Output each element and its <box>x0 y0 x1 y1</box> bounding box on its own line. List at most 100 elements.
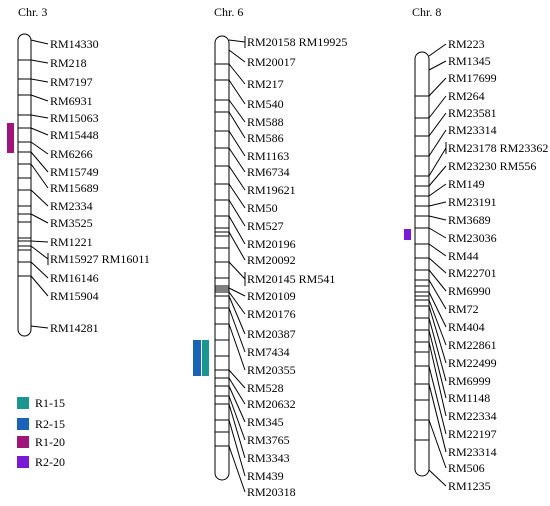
marker-label: RM1148 <box>448 391 490 405</box>
marker-label: RM22499 <box>448 356 497 370</box>
marker-label: RM20092 <box>247 253 296 267</box>
legend-swatch-r2-20 <box>17 456 29 468</box>
marker-label: RM404 <box>448 320 485 334</box>
marker-label: RM588 <box>247 115 284 129</box>
chromosome-8-bar <box>414 51 430 477</box>
legend-label: R2-15 <box>35 417 65 431</box>
marker-label: RM217 <box>247 77 284 91</box>
marker-label: RM6931 <box>50 94 93 108</box>
marker-label: RM540 <box>247 97 284 111</box>
marker-label: RM50 <box>247 201 278 215</box>
chromosome-3-bar <box>17 33 32 337</box>
marker-label: RM22334 <box>448 409 497 423</box>
chromosome-8-group: Chr. 8 <box>404 5 548 493</box>
marker-label: RM15904 <box>50 289 99 303</box>
chromosome-6-bands <box>215 63 229 447</box>
marker-label: RM20017 <box>247 55 296 69</box>
qtl-bar-r1-20 <box>7 123 14 153</box>
marker-label: RM20355 <box>247 363 296 377</box>
marker-label: RM6266 <box>50 147 93 161</box>
marker-label: RM6734 <box>247 165 290 179</box>
marker-label: RM20387 <box>247 327 296 341</box>
marker-label: RM528 <box>247 381 284 395</box>
marker-label: RM3343 <box>247 451 290 465</box>
marker-label: RM3525 <box>50 216 93 230</box>
chromosome-6-title: Chr. 6 <box>214 5 243 19</box>
qtl-bar-r2-15 <box>193 340 201 376</box>
marker-label: RM15448 <box>50 128 99 142</box>
marker-label: RM218 <box>50 56 87 70</box>
qtl-bar-r1-15 <box>202 340 209 376</box>
legend-label: R2-20 <box>35 455 65 469</box>
marker-label: RM1235 <box>448 479 491 493</box>
marker-label: RM15927 RM16011 <box>50 252 150 266</box>
marker-label: RM6990 <box>448 284 491 298</box>
marker-label: RM19621 <box>247 183 296 197</box>
marker-label: RM23314 <box>448 445 497 459</box>
legend-swatch-r1-15 <box>17 397 29 409</box>
marker-label: RM7434 <box>247 345 290 359</box>
chromosome-3-labels: RM14330 RM218 RM7197 RM6931 RM15063 RM15… <box>50 37 150 335</box>
chromosome-6-bar <box>214 35 230 481</box>
chromosome-8-title: Chr. 8 <box>412 5 441 19</box>
chromosome-3-connectors <box>30 39 49 329</box>
marker-label: RM23191 <box>448 195 497 209</box>
marker-label: RM20196 <box>247 237 296 251</box>
marker-label: RM14281 <box>50 321 99 335</box>
marker-label: RM264 <box>448 89 485 103</box>
marker-label: RM149 <box>448 177 485 191</box>
chromosome-3-title: Chr. 3 <box>18 5 47 19</box>
marker-label: RM439 <box>247 469 284 483</box>
qtl-bar-r2-20 <box>404 229 411 240</box>
marker-label: RM586 <box>247 131 284 145</box>
marker-label: RM14330 <box>50 37 99 51</box>
marker-label: RM20632 <box>247 397 296 411</box>
marker-label: RM20109 <box>247 289 296 303</box>
marker-label: RM20176 <box>247 307 296 321</box>
marker-label: RM15063 <box>50 111 99 125</box>
legend-label: R1-15 <box>35 396 65 410</box>
marker-label: RM22197 <box>448 427 497 441</box>
marker-label: RM23036 <box>448 231 497 245</box>
marker-label: RM72 <box>448 302 479 316</box>
chromosome-3-group: Chr. 3 RM14330 RM218 <box>7 5 150 337</box>
marker-label: RM22701 <box>448 266 497 280</box>
legend: R1-15 R2-15 R1-20 R2-20 <box>17 396 65 469</box>
marker-label: RM22861 <box>448 338 497 352</box>
marker-label: RM20158 RM19925 <box>247 35 347 49</box>
chromosome-3-bands <box>18 59 31 277</box>
chromosome-8-connectors <box>428 43 447 487</box>
marker-label: RM20145 RM541 <box>247 272 335 286</box>
marker-label: RM1345 <box>448 54 491 68</box>
marker-label: RM15749 <box>50 165 99 179</box>
chromosome-8-labels: RM223 RM1345 RM17699 RM264 RM23581 RM233… <box>448 37 548 493</box>
marker-label: RM23314 <box>448 123 497 137</box>
chromosome-8-bands <box>415 95 429 441</box>
marker-label: RM345 <box>247 415 284 429</box>
marker-label: RM20318 <box>247 485 296 499</box>
marker-label: RM15689 <box>50 181 99 195</box>
legend-label: R1-20 <box>35 435 65 449</box>
marker-label: RM2334 <box>50 199 93 213</box>
marker-label: RM6999 <box>448 374 491 388</box>
marker-label: RM44 <box>448 249 479 263</box>
marker-label: RM506 <box>448 461 485 475</box>
marker-label: RM7197 <box>50 75 93 89</box>
marker-label: RM3689 <box>448 213 491 227</box>
legend-swatch-r1-20 <box>17 436 29 448</box>
chromosome-6-group: Chr. 6 <box>193 5 347 499</box>
marker-label: RM23230 RM556 <box>448 159 536 173</box>
marker-label: RM17699 <box>448 71 497 85</box>
marker-label: RM23581 <box>448 106 497 120</box>
marker-label: RM16146 <box>50 271 99 285</box>
chromosome-6-connectors <box>228 36 246 493</box>
marker-label: RM223 <box>448 37 485 51</box>
legend-swatch-r2-15 <box>17 418 29 430</box>
chromosome-6-labels: RM20158 RM19925 RM20017 RM217 RM540 RM58… <box>247 35 347 499</box>
marker-label: RM527 <box>247 219 284 233</box>
marker-label: RM3765 <box>247 433 290 447</box>
marker-label: RM23178 RM23362 <box>448 141 548 155</box>
marker-label: RM1221 <box>50 235 93 249</box>
marker-label: RM1163 <box>247 149 289 163</box>
